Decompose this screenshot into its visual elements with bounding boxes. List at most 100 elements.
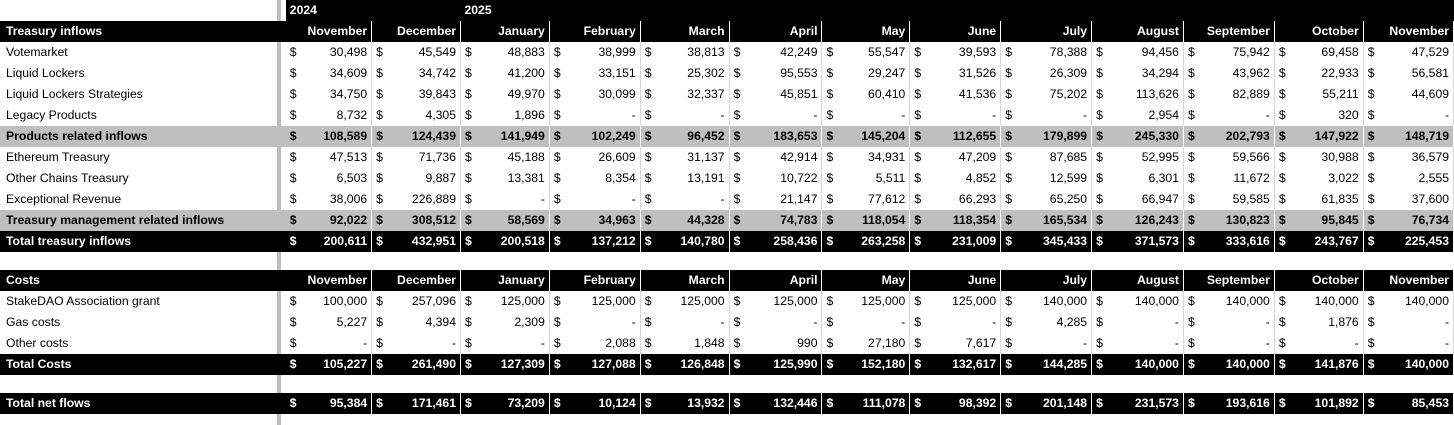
currency-cell[interactable]: $ (1096, 171, 1103, 185)
currency-cell[interactable]: $ (733, 336, 741, 350)
value-cell[interactable]: 49,970 (478, 84, 550, 105)
value-cell[interactable]: 113,626 (1109, 84, 1184, 105)
currency-cell[interactable]: $ (826, 87, 834, 101)
currency-cell[interactable]: $ (376, 315, 383, 329)
currency-cell[interactable]: $ (553, 315, 561, 329)
currency-cell[interactable]: $ (640, 393, 659, 414)
value-cell[interactable]: - (1201, 312, 1275, 333)
value-cell[interactable]: 29,247 (840, 63, 911, 84)
currency-cell[interactable]: $ (1187, 45, 1195, 59)
month-header-cell[interactable]: November (285, 21, 373, 42)
month-header-cell[interactable]: November (1363, 21, 1454, 42)
value-cell[interactable]: 1,876 (1292, 312, 1364, 333)
value-cell[interactable]: 52,995 (1109, 147, 1184, 168)
value-cell[interactable]: 44,609 (1381, 84, 1454, 105)
row-label[interactable]: Liquid Lockers (6, 66, 85, 80)
currency-cell[interactable]: $ (1096, 150, 1103, 164)
value-cell[interactable]: 71,736 (389, 147, 461, 168)
currency-cell[interactable]: $ (1005, 66, 1012, 80)
value-cell[interactable]: 140,000 (1018, 291, 1093, 312)
month-header-cell[interactable]: January (460, 270, 550, 291)
value-cell[interactable]: 193,616 (1201, 393, 1275, 414)
month-header-cell[interactable]: November (1363, 270, 1454, 291)
value-cell[interactable]: 140,000 (1381, 291, 1454, 312)
currency-cell[interactable]: $ (460, 126, 479, 147)
currency-cell[interactable]: $ (1096, 87, 1103, 101)
month-header-cell[interactable]: August (1091, 270, 1184, 291)
value-cell[interactable]: 990 (747, 333, 823, 354)
row-label[interactable]: Exceptional Revenue (6, 192, 122, 206)
currency-cell[interactable]: $ (289, 315, 297, 329)
currency-cell[interactable]: $ (821, 354, 841, 375)
value-cell[interactable]: 126,243 (1109, 210, 1184, 231)
currency-cell[interactable]: $ (289, 45, 297, 59)
currency-cell[interactable]: $ (1187, 150, 1195, 164)
currency-cell[interactable]: $ (289, 87, 297, 101)
currency-cell[interactable]: $ (289, 150, 297, 164)
currency-cell[interactable]: $ (1005, 150, 1012, 164)
currency-cell[interactable]: $ (464, 294, 472, 308)
value-cell[interactable]: 26,609 (567, 147, 641, 168)
currency-cell[interactable]: $ (644, 66, 652, 80)
currency-cell[interactable]: $ (549, 231, 568, 252)
currency-cell[interactable]: $ (1183, 231, 1202, 252)
currency-cell[interactable]: $ (1096, 315, 1103, 329)
value-cell[interactable]: 59,585 (1201, 189, 1275, 210)
currency-cell[interactable]: $ (376, 87, 383, 101)
currency-cell[interactable]: $ (914, 192, 922, 206)
value-cell[interactable]: 2,088 (567, 333, 641, 354)
value-cell[interactable]: 125,000 (567, 291, 641, 312)
row-label[interactable]: Products related inflows (0, 126, 280, 147)
row-label[interactable]: Total treasury inflows (0, 231, 280, 252)
value-cell[interactable]: 140,000 (1292, 291, 1364, 312)
value-cell[interactable]: 42,914 (747, 147, 823, 168)
value-cell[interactable]: 69,458 (1292, 42, 1364, 63)
currency-cell[interactable]: $ (1274, 126, 1293, 147)
value-cell[interactable]: 74,783 (747, 210, 823, 231)
value-cell[interactable]: 59,566 (1201, 147, 1275, 168)
month-header-cell[interactable]: June (909, 21, 1002, 42)
month-header-cell[interactable]: February (549, 21, 641, 42)
value-cell[interactable]: 225,453 (1381, 231, 1454, 252)
month-header-cell[interactable]: November (285, 270, 373, 291)
value-cell[interactable]: 5,511 (840, 168, 911, 189)
value-cell[interactable]: 200,518 (478, 231, 550, 252)
currency-cell[interactable]: $ (914, 108, 922, 122)
currency-cell[interactable]: $ (1278, 108, 1286, 122)
value-cell[interactable]: 308,512 (389, 210, 461, 231)
currency-cell[interactable]: $ (914, 315, 922, 329)
month-header-cell[interactable]: July (1000, 21, 1093, 42)
month-header-cell[interactable]: October (1274, 270, 1364, 291)
currency-cell[interactable]: $ (644, 150, 652, 164)
currency-cell[interactable]: $ (644, 336, 652, 350)
value-cell[interactable]: 95,553 (747, 63, 823, 84)
currency-cell[interactable]: $ (733, 315, 741, 329)
currency-cell[interactable]: $ (733, 192, 741, 206)
row-label[interactable]: Treasury management related inflows (0, 210, 280, 231)
value-cell[interactable]: 126,848 (658, 354, 730, 375)
month-header-cell[interactable]: March (640, 21, 730, 42)
year-cell[interactable]: 2025 (460, 0, 1454, 21)
value-cell[interactable]: - (1109, 333, 1184, 354)
value-cell[interactable]: 111,078 (840, 393, 911, 414)
month-header-cell[interactable]: August (1091, 21, 1184, 42)
currency-cell[interactable]: $ (1005, 336, 1012, 350)
value-cell[interactable]: 7,617 (928, 333, 1002, 354)
value-cell[interactable]: 47,513 (303, 147, 373, 168)
row-label[interactable]: StakeDAO Association grant (6, 294, 160, 308)
currency-cell[interactable]: $ (909, 126, 928, 147)
row-label[interactable]: Ethereum Treasury (6, 150, 110, 164)
value-cell[interactable]: 48,883 (478, 42, 550, 63)
month-header-cell[interactable]: May (821, 21, 911, 42)
currency-cell[interactable]: $ (460, 354, 479, 375)
value-cell[interactable]: 31,526 (928, 63, 1002, 84)
value-cell[interactable]: - (1109, 312, 1184, 333)
row-label[interactable]: Total net flows (0, 393, 280, 414)
value-cell[interactable]: 55,547 (840, 42, 911, 63)
value-cell[interactable]: 141,949 (478, 126, 550, 147)
currency-cell[interactable]: $ (909, 231, 928, 252)
value-cell[interactable]: 231,573 (1109, 393, 1184, 414)
value-cell[interactable]: 144,285 (1018, 354, 1093, 375)
currency-cell[interactable]: $ (1096, 192, 1103, 206)
currency-cell[interactable]: $ (289, 336, 297, 350)
